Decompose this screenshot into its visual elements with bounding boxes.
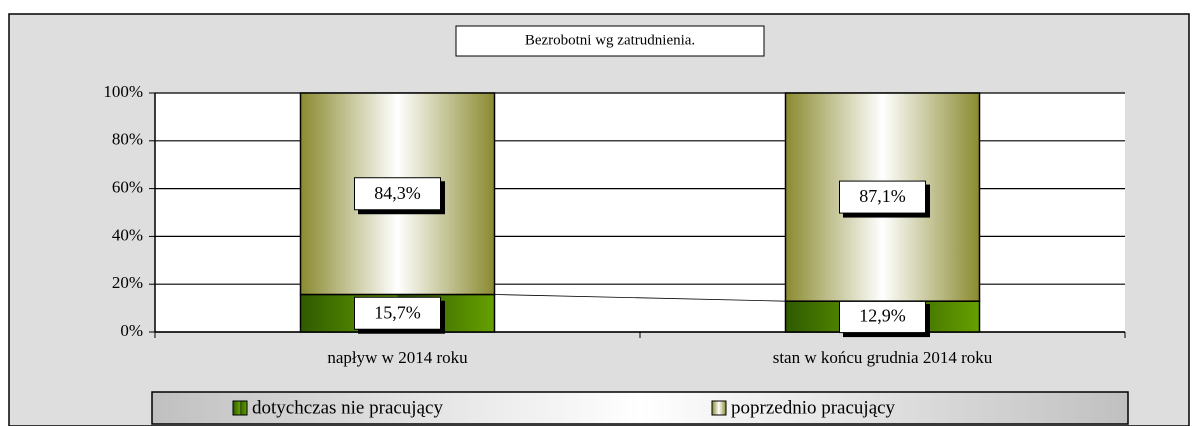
x-tick-label: stan w końcu grudnia 2014 roku <box>773 348 993 367</box>
chart-title: Bezrobotni wg zatrudnienia. <box>525 32 695 48</box>
value-label: 15,7% <box>374 302 421 322</box>
value-label-box <box>354 296 441 330</box>
value-label: 87,1% <box>859 186 906 206</box>
y-tick-label: 40% <box>112 225 143 244</box>
y-tick-label: 60% <box>112 178 143 197</box>
legend-box <box>151 391 1129 425</box>
value-label-box <box>839 300 926 334</box>
legend-label: dotychczas nie pracujący <box>252 397 443 418</box>
value-label: 12,9% <box>859 306 906 326</box>
y-tick-label: 20% <box>112 273 143 292</box>
title-box <box>455 25 765 57</box>
value-label-box <box>839 180 926 214</box>
y-tick-label: 0% <box>120 321 143 340</box>
legend-swatch <box>711 400 727 416</box>
x-tick-label: napływ w 2014 roku <box>327 348 468 367</box>
y-tick-label: 100% <box>103 82 143 101</box>
y-tick-label: 80% <box>112 130 143 149</box>
legend-label: poprzednio pracujący <box>731 397 896 418</box>
value-label: 84,3% <box>374 183 421 203</box>
value-label-box <box>354 177 441 211</box>
series-line <box>494 294 786 302</box>
legend-swatch <box>232 400 248 416</box>
